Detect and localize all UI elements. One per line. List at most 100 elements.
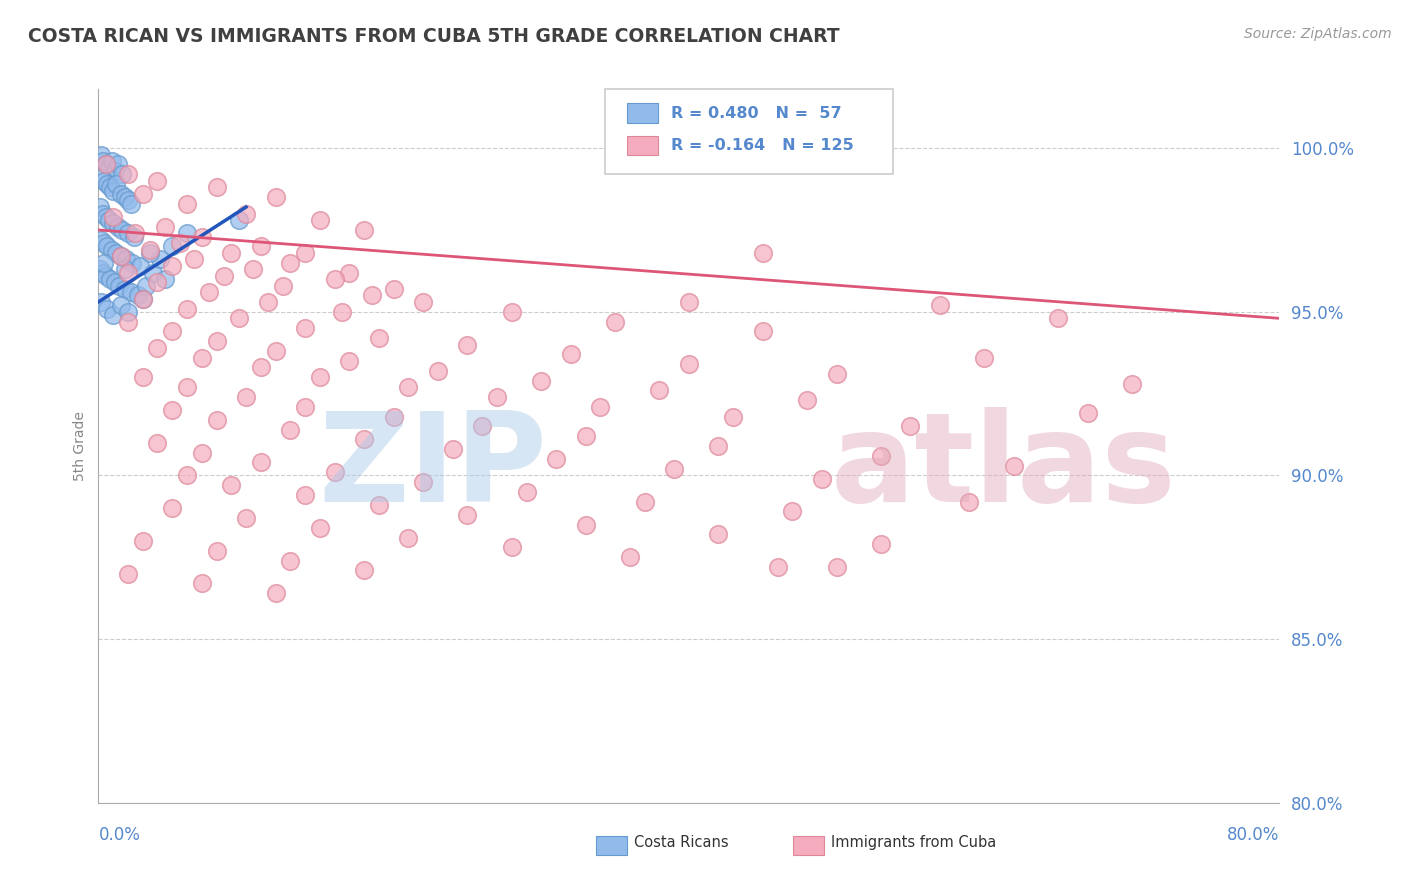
- Point: [94, 157, 117, 171]
- Point: [441, 442, 464, 457]
- Point: [96, 239, 118, 253]
- Point: [751, 245, 773, 260]
- Point: [139, 243, 162, 257]
- Point: [104, 276, 127, 290]
- Point: [205, 543, 228, 558]
- Point: [110, 249, 132, 263]
- Point: [264, 190, 287, 204]
- Point: [501, 541, 523, 555]
- Point: [132, 370, 155, 384]
- Point: [128, 259, 150, 273]
- Point: [294, 488, 316, 502]
- Point: [191, 351, 214, 365]
- Point: [176, 301, 198, 316]
- Point: [323, 272, 346, 286]
- Point: [111, 167, 134, 181]
- Point: [117, 305, 139, 319]
- Point: [271, 278, 294, 293]
- Point: [110, 186, 132, 201]
- Point: [117, 315, 139, 329]
- Point: [94, 157, 117, 171]
- Point: [664, 462, 686, 476]
- Point: [146, 276, 169, 290]
- Point: [707, 439, 730, 453]
- Point: [183, 252, 205, 267]
- Point: [250, 239, 273, 253]
- Point: [162, 325, 183, 339]
- Text: ZIP: ZIP: [319, 407, 547, 528]
- Point: [396, 531, 419, 545]
- Point: [103, 216, 125, 230]
- Point: [107, 219, 129, 234]
- Point: [97, 161, 120, 175]
- Y-axis label: 5th Grade: 5th Grade: [73, 411, 87, 481]
- Point: [235, 511, 257, 525]
- Point: [486, 390, 509, 404]
- Point: [132, 292, 155, 306]
- Point: [278, 553, 302, 567]
- Point: [132, 533, 155, 548]
- Point: [139, 245, 162, 260]
- Point: [91, 206, 114, 220]
- Point: [110, 249, 132, 263]
- Point: [93, 235, 115, 250]
- Text: atlas: atlas: [831, 407, 1177, 528]
- Point: [127, 288, 149, 302]
- Point: [103, 308, 125, 322]
- Point: [205, 180, 228, 194]
- Point: [176, 226, 198, 240]
- Point: [205, 413, 228, 427]
- Point: [353, 433, 375, 447]
- Point: [264, 586, 287, 600]
- Point: [1002, 458, 1025, 473]
- Point: [93, 255, 115, 269]
- Point: [501, 305, 523, 319]
- Point: [110, 298, 132, 312]
- Point: [153, 272, 176, 286]
- Point: [751, 325, 773, 339]
- Point: [90, 147, 112, 161]
- Point: [382, 409, 405, 424]
- Point: [264, 344, 287, 359]
- Point: [900, 419, 922, 434]
- Point: [103, 184, 125, 198]
- Point: [869, 449, 891, 463]
- Point: [412, 295, 434, 310]
- Point: [98, 272, 121, 286]
- Point: [120, 285, 142, 300]
- Point: [337, 354, 360, 368]
- Point: [309, 521, 332, 535]
- Point: [471, 419, 494, 434]
- Point: [93, 174, 115, 188]
- Point: [560, 347, 582, 361]
- Point: [117, 566, 139, 581]
- Point: [100, 154, 122, 169]
- Point: [108, 278, 131, 293]
- Point: [107, 157, 129, 171]
- Point: [250, 455, 273, 469]
- Point: [360, 288, 382, 302]
- Point: [766, 560, 789, 574]
- Point: [368, 498, 391, 512]
- Point: [120, 196, 142, 211]
- Point: [89, 200, 111, 214]
- Point: [124, 226, 146, 240]
- Point: [96, 177, 118, 191]
- Point: [294, 400, 316, 414]
- Point: [146, 435, 169, 450]
- Point: [98, 180, 121, 194]
- Point: [132, 292, 155, 306]
- Point: [619, 550, 641, 565]
- Point: [90, 295, 112, 310]
- Point: [176, 380, 198, 394]
- Text: Costa Ricans: Costa Ricans: [634, 836, 728, 850]
- Point: [132, 186, 155, 201]
- Point: [146, 174, 169, 188]
- Point: [278, 423, 302, 437]
- Text: R = 0.480   N =  57: R = 0.480 N = 57: [671, 106, 841, 120]
- Point: [90, 233, 112, 247]
- Point: [228, 311, 250, 326]
- Point: [97, 213, 120, 227]
- Text: Source: ZipAtlas.com: Source: ZipAtlas.com: [1244, 27, 1392, 41]
- Point: [294, 321, 316, 335]
